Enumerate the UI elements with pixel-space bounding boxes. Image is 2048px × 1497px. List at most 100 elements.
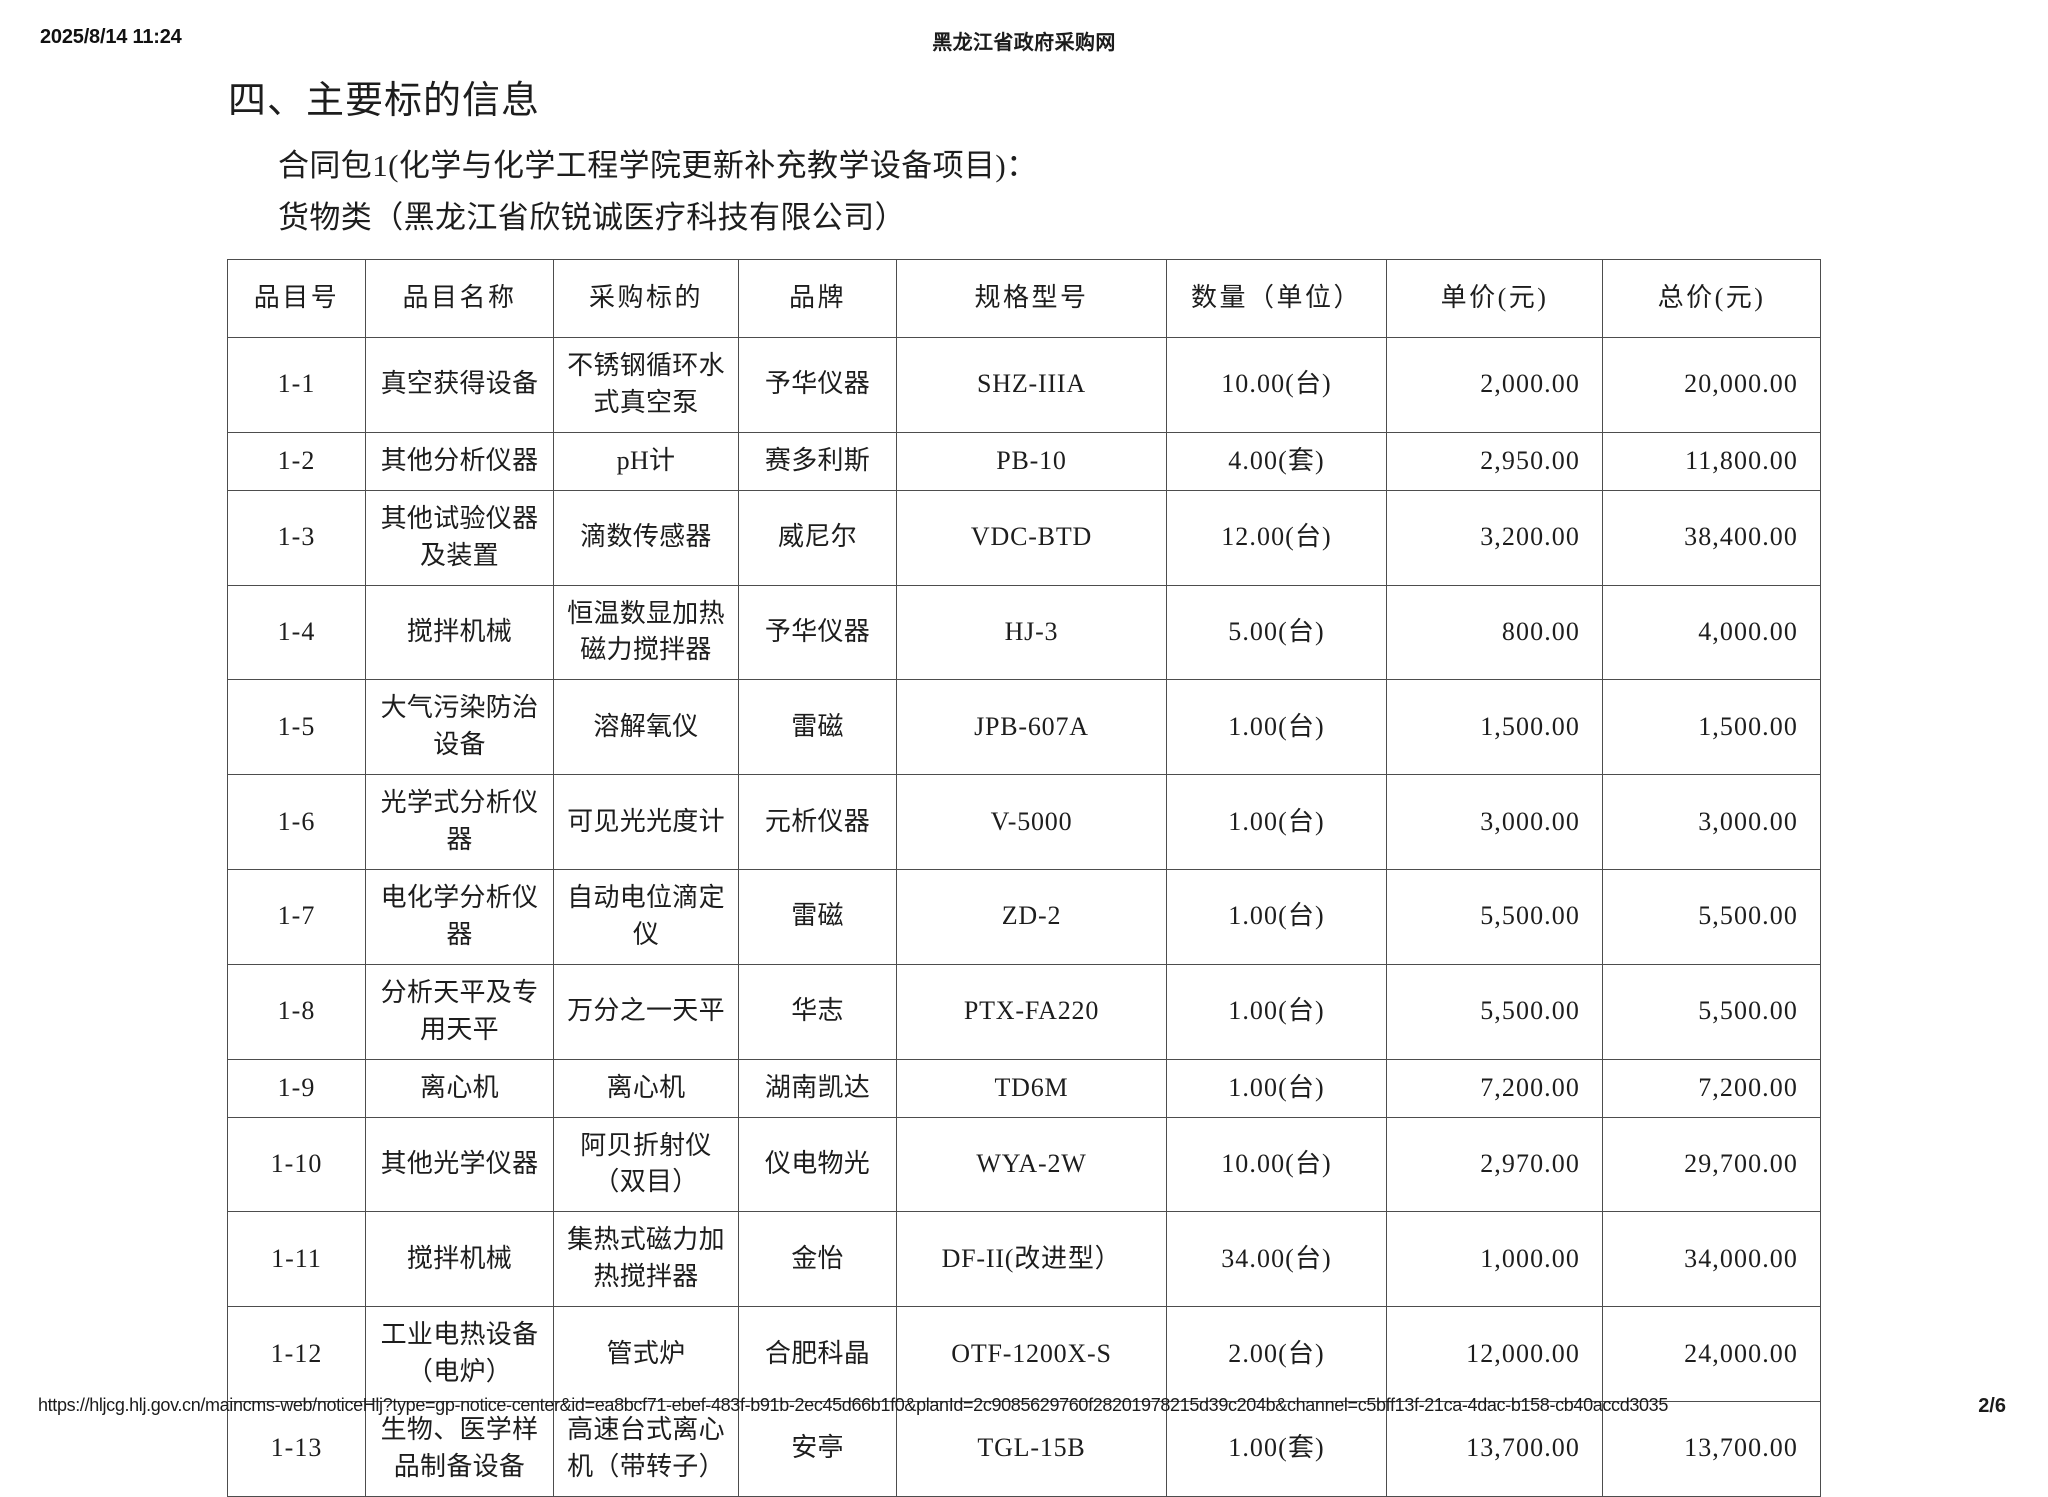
cell-quantity: 10.00(台) bbox=[1166, 337, 1387, 433]
col-header-item-no: 品目号 bbox=[227, 259, 366, 338]
cell-item-no: 1-5 bbox=[227, 679, 366, 776]
print-header: 2025/8/14 11:24 黑龙江省政府采购网 bbox=[0, 26, 2048, 54]
cell-spec: WYA-2W bbox=[896, 1116, 1167, 1213]
cell-item-name: 其他试验仪器及装置 bbox=[365, 489, 554, 586]
cell-brand: 予华仪器 bbox=[738, 337, 897, 433]
cell-total-price: 4,000.00 bbox=[1602, 584, 1821, 681]
cell-unit-price: 1,000.00 bbox=[1386, 1211, 1603, 1308]
cell-total-price: 3,000.00 bbox=[1602, 774, 1821, 870]
cell-item-no: 1-12 bbox=[227, 1306, 366, 1402]
cell-brand: 雷磁 bbox=[738, 679, 897, 776]
cell-item-no: 1-3 bbox=[227, 489, 366, 586]
cell-object: 可见光光度计 bbox=[553, 774, 739, 870]
col-header-spec: 规格型号 bbox=[896, 259, 1167, 338]
cell-object: 集热式磁力加热搅拌器 bbox=[553, 1211, 739, 1308]
cell-brand: 元析仪器 bbox=[738, 774, 897, 870]
cell-quantity: 1.00(台) bbox=[1166, 774, 1387, 870]
cell-brand: 湖南凯达 bbox=[738, 1058, 897, 1118]
cell-quantity: 1.00(台) bbox=[1166, 963, 1387, 1060]
cell-total-price: 7,200.00 bbox=[1602, 1058, 1821, 1118]
cell-item-name: 分析天平及专用天平 bbox=[365, 963, 554, 1060]
cell-unit-price: 7,200.00 bbox=[1386, 1058, 1603, 1118]
cell-item-no: 1-6 bbox=[227, 774, 366, 870]
cell-spec: V-5000 bbox=[896, 774, 1167, 870]
cell-item-name: 电化学分析仪器 bbox=[365, 868, 554, 965]
table-row: 1-2 其他分析仪器 pH计 赛多利斯 PB-10 4.00(套) 2,950.… bbox=[227, 431, 1821, 491]
cell-item-no: 1-7 bbox=[227, 868, 366, 965]
cell-spec: VDC-BTD bbox=[896, 489, 1167, 586]
cell-item-name: 光学式分析仪器 bbox=[365, 774, 554, 870]
table-row: 1-8 分析天平及专用天平 万分之一天平 华志 PTX-FA220 1.00(台… bbox=[227, 963, 1821, 1060]
table-row: 1-5 大气污染防治设备 溶解氧仪 雷磁 JPB-607A 1.00(台) 1,… bbox=[227, 679, 1821, 776]
table-row: 1-4 搅拌机械 恒温数显加热磁力搅拌器 予华仪器 HJ-3 5.00(台) 8… bbox=[227, 584, 1821, 681]
table-row: 1-1 真空获得设备 不锈钢循环水式真空泵 予华仪器 SHZ-IIIA 10.0… bbox=[227, 337, 1821, 433]
cell-total-price: 29,700.00 bbox=[1602, 1116, 1821, 1213]
cell-spec: ZD-2 bbox=[896, 868, 1167, 965]
table-row: 1-3 其他试验仪器及装置 滴数传感器 威尼尔 VDC-BTD 12.00(台)… bbox=[227, 489, 1821, 586]
cell-spec: OTF-1200X-S bbox=[896, 1306, 1167, 1402]
cell-item-no: 1-4 bbox=[227, 584, 366, 681]
cell-quantity: 34.00(台) bbox=[1166, 1211, 1387, 1308]
cell-item-name: 搅拌机械 bbox=[365, 1211, 554, 1308]
cell-spec: JPB-607A bbox=[896, 679, 1167, 776]
cell-object: 恒温数显加热磁力搅拌器 bbox=[553, 584, 739, 681]
cell-unit-price: 12,000.00 bbox=[1386, 1306, 1603, 1402]
cell-total-price: 20,000.00 bbox=[1602, 337, 1821, 433]
col-header-brand: 品牌 bbox=[738, 259, 897, 338]
cell-spec: SHZ-IIIA bbox=[896, 337, 1167, 433]
cell-total-price: 38,400.00 bbox=[1602, 489, 1821, 586]
table-row: 1-6 光学式分析仪器 可见光光度计 元析仪器 V-5000 1.00(台) 3… bbox=[227, 774, 1821, 870]
cell-item-name: 工业电热设备（电炉） bbox=[365, 1306, 554, 1402]
cell-item-no: 1-9 bbox=[227, 1058, 366, 1118]
table-row: 1-7 电化学分析仪器 自动电位滴定仪 雷磁 ZD-2 1.00(台) 5,50… bbox=[227, 868, 1821, 965]
package-line: 合同包1(化学与化学工程学院更新补充教学设备项目)： bbox=[278, 148, 1038, 183]
table-row: 1-12 工业电热设备（电炉） 管式炉 合肥科晶 OTF-1200X-S 2.0… bbox=[227, 1306, 1821, 1402]
cell-unit-price: 800.00 bbox=[1386, 584, 1603, 681]
cell-object: 滴数传感器 bbox=[553, 489, 739, 586]
cell-quantity: 5.00(台) bbox=[1166, 584, 1387, 681]
cell-spec: PB-10 bbox=[896, 431, 1167, 491]
cell-item-name: 真空获得设备 bbox=[365, 337, 554, 433]
cell-item-no: 1-11 bbox=[227, 1211, 366, 1308]
cell-brand: 合肥科晶 bbox=[738, 1306, 897, 1402]
col-header-unit-price: 单价(元) bbox=[1386, 259, 1603, 338]
cell-unit-price: 5,500.00 bbox=[1386, 963, 1603, 1060]
cell-unit-price: 3,000.00 bbox=[1386, 774, 1603, 870]
col-header-object: 采购标的 bbox=[553, 259, 739, 338]
cell-item-no: 1-2 bbox=[227, 431, 366, 491]
cell-quantity: 12.00(台) bbox=[1166, 489, 1387, 586]
cell-spec: PTX-FA220 bbox=[896, 963, 1167, 1060]
cell-total-price: 1,500.00 bbox=[1602, 679, 1821, 776]
cell-quantity: 1.00(台) bbox=[1166, 679, 1387, 776]
col-header-total-price: 总价(元) bbox=[1602, 259, 1821, 338]
cell-total-price: 24,000.00 bbox=[1602, 1306, 1821, 1402]
cell-object: 万分之一天平 bbox=[553, 963, 739, 1060]
cell-unit-price: 1,500.00 bbox=[1386, 679, 1603, 776]
col-header-item-name: 品目名称 bbox=[365, 259, 554, 338]
cell-total-price: 5,500.00 bbox=[1602, 868, 1821, 965]
table-row: 1-9 离心机 离心机 湖南凯达 TD6M 1.00(台) 7,200.00 7… bbox=[227, 1058, 1821, 1118]
cell-unit-price: 2,970.00 bbox=[1386, 1116, 1603, 1213]
cell-spec: DF-II(改进型） bbox=[896, 1211, 1167, 1308]
table-row: 1-10 其他光学仪器 阿贝折射仪（双目） 仪电物光 WYA-2W 10.00(… bbox=[227, 1116, 1821, 1213]
print-date: 2025/8/14 11:24 bbox=[40, 26, 182, 48]
cell-item-name: 大气污染防治设备 bbox=[365, 679, 554, 776]
supplier-line: 货物类（黑龙江省欣锐诚医疗科技有限公司） bbox=[278, 200, 906, 235]
table-row: 1-11 搅拌机械 集热式磁力加热搅拌器 金怡 DF-II(改进型） 34.00… bbox=[227, 1211, 1821, 1308]
cell-quantity: 10.00(台) bbox=[1166, 1116, 1387, 1213]
source-url: https://hljcg.hlj.gov.cn/maincms-web/not… bbox=[38, 1395, 1669, 1415]
col-header-quantity: 数量（单位） bbox=[1166, 259, 1387, 338]
section-heading: 四、主要标的信息 bbox=[228, 80, 541, 122]
cell-item-name: 离心机 bbox=[365, 1058, 554, 1118]
cell-brand: 雷磁 bbox=[738, 868, 897, 965]
cell-item-no: 1-1 bbox=[227, 337, 366, 433]
cell-quantity: 1.00(台) bbox=[1166, 1058, 1387, 1118]
cell-unit-price: 5,500.00 bbox=[1386, 868, 1603, 965]
cell-brand: 仪电物光 bbox=[738, 1116, 897, 1213]
site-name: 黑龙江省政府采购网 bbox=[932, 32, 1116, 54]
cell-unit-price: 3,200.00 bbox=[1386, 489, 1603, 586]
cell-item-name: 其他分析仪器 bbox=[365, 431, 554, 491]
cell-object: 阿贝折射仪（双目） bbox=[553, 1116, 739, 1213]
print-footer: https://hljcg.hlj.gov.cn/maincms-web/not… bbox=[0, 1395, 2048, 1425]
cell-quantity: 1.00(台) bbox=[1166, 868, 1387, 965]
